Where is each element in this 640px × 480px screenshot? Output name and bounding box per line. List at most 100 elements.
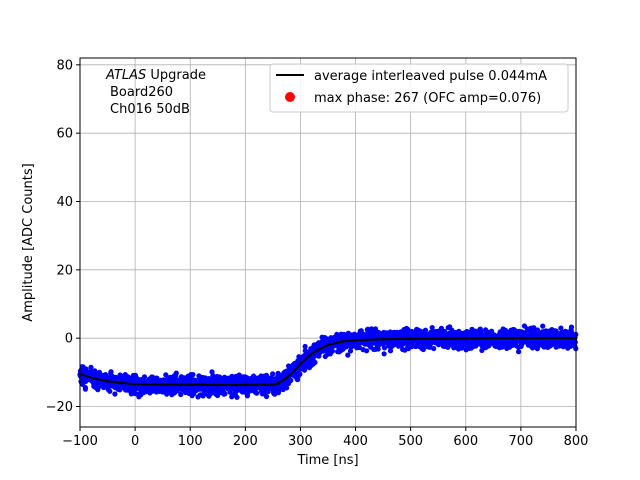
scatter-point — [217, 374, 223, 380]
scatter-point — [108, 369, 114, 375]
scatter-point — [518, 343, 524, 349]
scatter-point — [220, 385, 226, 391]
scatter-point — [192, 386, 198, 392]
scatter-point — [300, 364, 306, 370]
scatter-point — [274, 375, 280, 381]
scatter-point — [240, 374, 246, 380]
average-pulse-point — [216, 383, 220, 387]
scatter-point — [123, 376, 129, 382]
scatter-point — [283, 381, 289, 387]
average-pulse-point — [285, 376, 289, 380]
scatter-point — [91, 373, 98, 379]
scatter-point — [221, 391, 227, 397]
scatter-point — [529, 338, 535, 344]
scatter-point — [105, 386, 111, 392]
scatter-point — [381, 351, 387, 357]
scatter-point — [543, 338, 549, 344]
scatter-point — [540, 323, 546, 329]
scatter-point — [568, 343, 574, 349]
annotation-atlas: ATLAS — [105, 68, 146, 83]
scatter-point — [485, 333, 491, 339]
scatter-point — [96, 381, 102, 387]
scatter-point — [490, 340, 496, 346]
scatter-point — [325, 338, 331, 344]
annotation-line-1: ATLAS Upgrade — [105, 68, 206, 83]
scatter-point — [308, 363, 314, 369]
scatter-point — [234, 394, 240, 400]
scatter-point — [386, 343, 392, 349]
average-pulse-point — [188, 383, 192, 387]
scatter-point — [362, 332, 368, 338]
scatter-point — [337, 343, 343, 349]
scatter-point — [503, 343, 509, 349]
atlas-annotation: ATLAS Upgrade Board260 Ch016 50dB — [105, 68, 206, 117]
legend-box — [269, 63, 569, 113]
scatter-point — [447, 324, 453, 330]
legend-marker-label: max phase: 267 (OFC amp=0.076) — [314, 91, 541, 106]
scatter-point — [345, 352, 351, 358]
scatter-point — [400, 340, 406, 346]
scatter-point — [385, 331, 391, 337]
scatter-point — [294, 377, 301, 383]
scatter-point — [222, 374, 228, 380]
scatter-point — [387, 348, 394, 354]
scatter-point — [232, 388, 238, 394]
y-axis-label: Amplitude [ADC Counts] — [21, 163, 36, 321]
scatter-point — [390, 340, 396, 346]
scatter-point — [468, 345, 474, 351]
scatter-point — [413, 343, 419, 350]
x-tick-label: 100 — [178, 434, 203, 449]
scatter-point — [123, 387, 129, 393]
scatter-point — [163, 388, 169, 394]
scatter-point — [463, 343, 469, 349]
scatter-point — [528, 329, 534, 335]
scatter-point — [547, 343, 553, 349]
scatter-point — [132, 372, 139, 378]
scatter-point — [296, 354, 302, 360]
average-pulse-point — [133, 382, 137, 386]
scatter-point — [297, 371, 303, 377]
scatter-point — [209, 369, 215, 375]
scatter-point — [563, 329, 570, 335]
scatter-point — [353, 342, 359, 349]
scatter-point — [367, 327, 373, 333]
scatter-point — [442, 331, 448, 337]
scatter-point — [196, 373, 202, 379]
plot-frame — [79, 57, 577, 428]
scatter-point — [358, 328, 364, 334]
scatter-point — [266, 386, 273, 392]
scatter-point — [322, 353, 328, 360]
y-tick-label: −20 — [46, 400, 73, 415]
legend-marker-swatch — [285, 92, 295, 102]
axis-ticks: −100 0 100 200 300 400 500 600 700 800 −20 0 20 40 60 8… — [46, 58, 589, 449]
scatter-point — [244, 375, 250, 381]
scatter-point — [189, 393, 195, 399]
scatter-point — [431, 345, 437, 352]
scatter-point — [263, 393, 270, 400]
scatter-point — [155, 387, 161, 393]
scatter-point — [309, 357, 315, 363]
average-pulse-point — [276, 381, 280, 385]
scatter-point — [374, 329, 380, 335]
x-tick-label: 700 — [508, 434, 533, 449]
scatter-point — [381, 345, 388, 351]
average-pulse-point — [307, 354, 311, 358]
scatter-point — [315, 340, 322, 346]
scatter-point — [374, 344, 380, 350]
legend: average interleaved pulse 0.044mA max ph… — [269, 63, 569, 113]
scatter-point — [153, 375, 159, 381]
x-tick-label: 200 — [233, 434, 258, 449]
x-tick-label: 400 — [343, 434, 368, 449]
scatter-point — [227, 387, 234, 393]
scatter-point — [168, 389, 174, 395]
scatter-point — [138, 392, 144, 398]
scatter-point — [558, 325, 564, 331]
scatter-point — [188, 372, 194, 378]
scatter-point — [520, 339, 526, 345]
scatter-point — [411, 331, 417, 337]
average-pulse-point — [519, 336, 523, 340]
scatter-point — [88, 364, 94, 370]
scatter-point — [495, 340, 501, 346]
scatter-point — [338, 331, 344, 337]
scatter-point — [128, 389, 134, 395]
